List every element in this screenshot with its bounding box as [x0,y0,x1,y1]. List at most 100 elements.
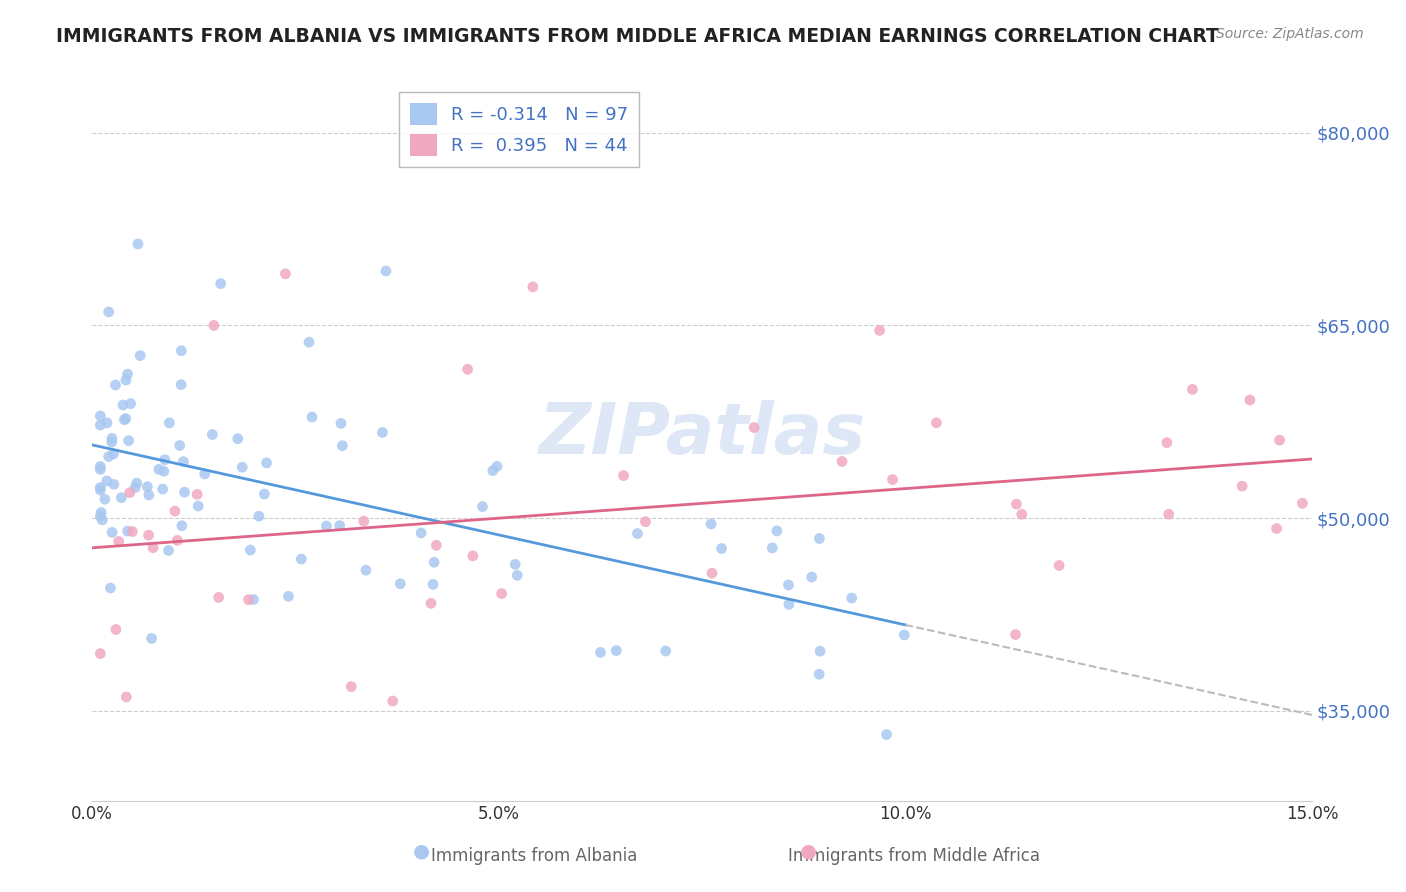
Point [1047,558,1070,573]
Point [1265,522,1288,536]
Point [612,468,634,483]
Point [256,456,278,470]
Point [605,643,627,657]
Point [124,481,146,495]
Point [425,538,447,552]
Point [136,480,159,494]
Point [153,464,176,478]
Point [876,727,898,741]
Point [800,570,823,584]
Point [340,680,363,694]
Point [354,563,377,577]
Point [112,413,135,427]
Text: Immigrants from Middle Africa: Immigrants from Middle Africa [787,847,1040,865]
Text: ●: ● [413,842,430,861]
Point [239,543,262,558]
Point [163,504,186,518]
Point [277,590,299,604]
Point [117,434,139,448]
Point [315,519,337,533]
Point [101,431,124,445]
Point [170,518,193,533]
Point [422,577,444,591]
Point [461,549,484,563]
Point [247,509,270,524]
Point [700,516,723,531]
Point [330,417,353,431]
Point [107,534,129,549]
Point [89,480,111,494]
Point [89,483,111,497]
Point [841,591,863,605]
Point [742,420,765,434]
Point [138,528,160,542]
Point [104,623,127,637]
Point [115,373,138,387]
Point [778,598,800,612]
Point [173,485,195,500]
Point [94,492,117,507]
Point [371,425,394,440]
Point [89,409,111,423]
Point [423,555,446,569]
Point [506,568,529,582]
Point [89,418,111,433]
Point [831,454,853,468]
Point [1157,508,1180,522]
Point [778,578,800,592]
Point [129,349,152,363]
Point [117,524,139,538]
Point [626,526,648,541]
Point [925,416,948,430]
Point [1291,496,1313,510]
Point [96,474,118,488]
Point [654,644,676,658]
Point [1268,433,1291,447]
Point [589,645,612,659]
Point [353,514,375,528]
Point [808,644,831,658]
Point [114,411,136,425]
Point [100,581,122,595]
Point [125,476,148,491]
Point [194,467,217,481]
Legend: R = -0.314   N = 97, R =  0.395   N = 44: R = -0.314 N = 97, R = 0.395 N = 44 [399,92,640,167]
Point [1005,497,1028,511]
Text: IMMIGRANTS FROM ALBANIA VS IMMIGRANTS FROM MIDDLE AFRICA MEDIAN EARNINGS CORRELA: IMMIGRANTS FROM ALBANIA VS IMMIGRANTS FR… [56,27,1219,45]
Point [127,236,149,251]
Point [112,398,135,412]
Point [209,277,232,291]
Point [761,541,783,555]
Point [89,509,111,524]
Point [491,586,513,600]
Point [110,491,132,505]
Point [700,566,723,580]
Point [1230,479,1253,493]
Point [118,485,141,500]
Point [201,427,224,442]
Point [457,362,479,376]
Point [634,515,657,529]
Point [482,464,505,478]
Point [186,487,208,501]
Point [298,335,321,350]
Point [208,591,231,605]
Point [101,525,124,540]
Point [157,416,180,430]
Point [169,438,191,452]
Point [274,267,297,281]
Point [117,367,139,381]
Point [96,416,118,430]
Point [231,460,253,475]
Point [503,558,526,572]
Point [187,499,209,513]
Point [97,450,120,464]
Point [389,576,412,591]
Point [808,532,831,546]
Point [766,524,789,538]
Point [202,318,225,333]
Point [89,462,111,476]
Point [301,410,323,425]
Point [381,694,404,708]
Point [226,432,249,446]
